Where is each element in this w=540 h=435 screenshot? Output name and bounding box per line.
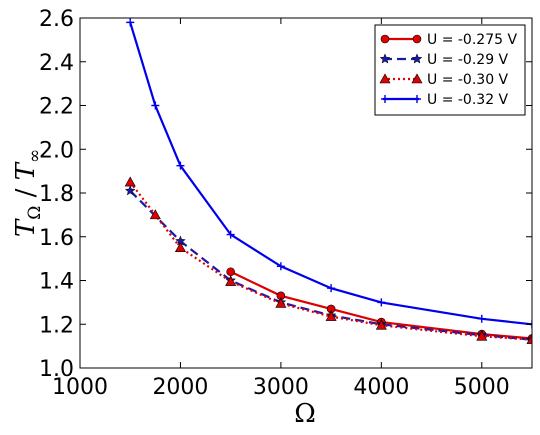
data-point [176,161,185,170]
y-tick-label: 2.4 [39,51,74,76]
x-tick-label: 3000 [253,375,309,400]
y-label-denominator-symbol: T [11,161,41,180]
y-tick-label: 1.6 [39,226,74,251]
y-axis-label: TΩ / T∞ [11,149,45,237]
series-line [129,190,532,341]
data-point [149,209,161,220]
legend-marker [379,53,391,64]
y-tick-label: 1.4 [39,270,74,295]
data-point [226,267,235,277]
legend-marker [380,34,390,44]
legend-item: U = -0.32 V [381,92,509,108]
data-point [124,176,136,187]
data-point [151,101,160,110]
legend-item: U = -0.275 V [380,32,517,48]
data-point [526,333,532,344]
legend-marker [412,34,422,44]
data-point [126,18,135,27]
data-point [275,297,287,308]
x-tick-label: 1000 [52,375,108,400]
legend-label: U = -0.275 V [427,32,517,48]
legend-label: U = -0.32 V [427,92,509,108]
legend-marker [381,95,389,103]
data-point [477,314,486,323]
legend-label: U = -0.30 V [427,72,509,88]
y-tick-label: 2.2 [39,95,74,120]
data-point [377,298,386,307]
data-point [226,230,235,239]
data-point [476,330,488,341]
data-point [325,310,337,321]
x-tick-label: 2000 [152,375,208,400]
series-line [129,181,532,341]
y-tick-label: 2.6 [39,7,74,32]
data-point [124,185,136,196]
legend-item: U = -0.30 V [379,72,509,88]
y-label-numerator-symbol: T [11,218,41,237]
series-line [230,270,532,340]
legend-marker [379,73,391,84]
y-tick-label: 2.0 [39,138,74,163]
tick-labels-group: 1000 2000 3000 4000 5000 1.0 1.2 1.4 1.6 1.8 2.0 2.… [39,7,510,400]
y-label-denominator-subscript: ∞ [25,149,45,163]
legend-marker [413,95,421,103]
legend-label: U = -0.29 V [427,52,509,68]
legend-marker [411,53,423,64]
x-tick-label: 4000 [353,375,409,400]
axis-ticks-group [79,17,532,369]
data-point [174,242,186,252]
legend-marker [411,73,423,84]
y-tick-label: 1.8 [39,182,74,207]
y-tick-label: 1.2 [39,313,74,338]
data-point [327,284,336,293]
x-tick-label: 5000 [454,375,510,400]
y-tick-label: 1.0 [39,357,74,382]
data-point [375,319,387,330]
y-label-numerator-subscript: Ω [25,206,45,220]
legend-item: U = -0.29 V [379,52,509,68]
data-point [276,262,285,271]
series-u-0-30-v [124,176,532,344]
data-point [225,275,237,286]
y-label-separator: / [11,180,41,205]
plot-series-group [124,18,532,345]
legend: U = -0.275 V U = -0.29 V U = -0.30 V U = -0… [374,24,526,116]
x-axis-label: Ω [294,399,316,429]
